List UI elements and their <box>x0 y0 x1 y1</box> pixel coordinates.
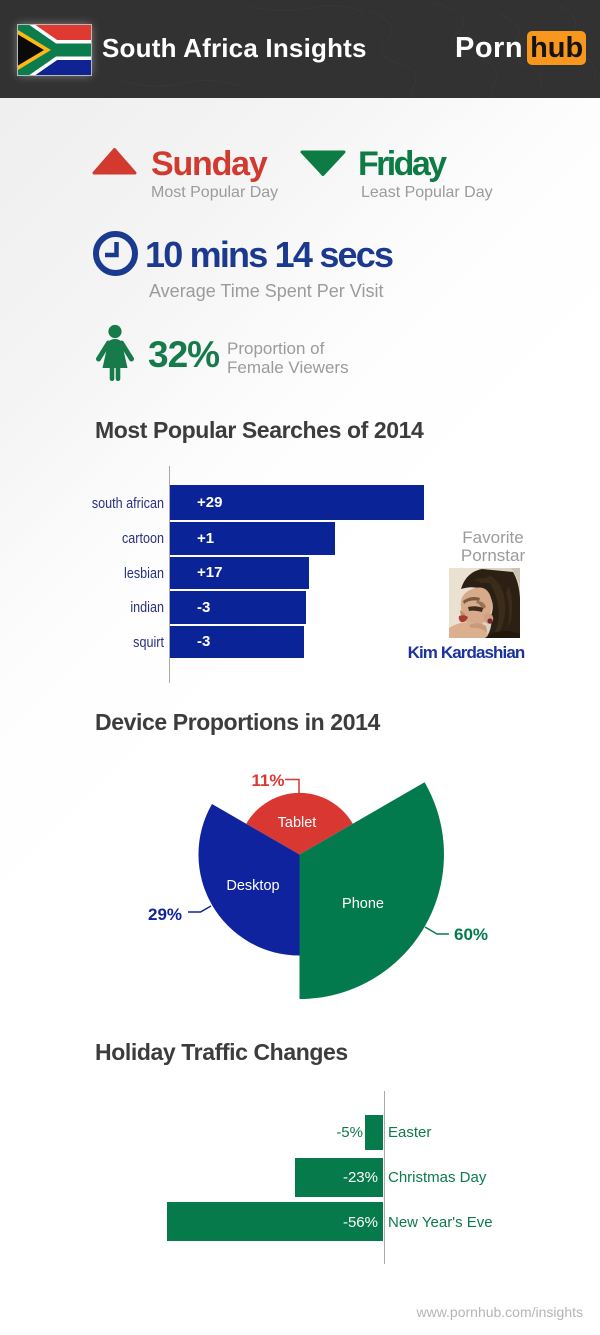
svg-text:60%: 60% <box>454 925 488 944</box>
svg-text:29%: 29% <box>148 905 182 924</box>
svg-text:Desktop: Desktop <box>226 878 279 894</box>
svg-text:Tablet: Tablet <box>278 815 317 831</box>
svg-text:Phone: Phone <box>342 896 384 912</box>
svg-text:11%: 11% <box>251 771 284 790</box>
